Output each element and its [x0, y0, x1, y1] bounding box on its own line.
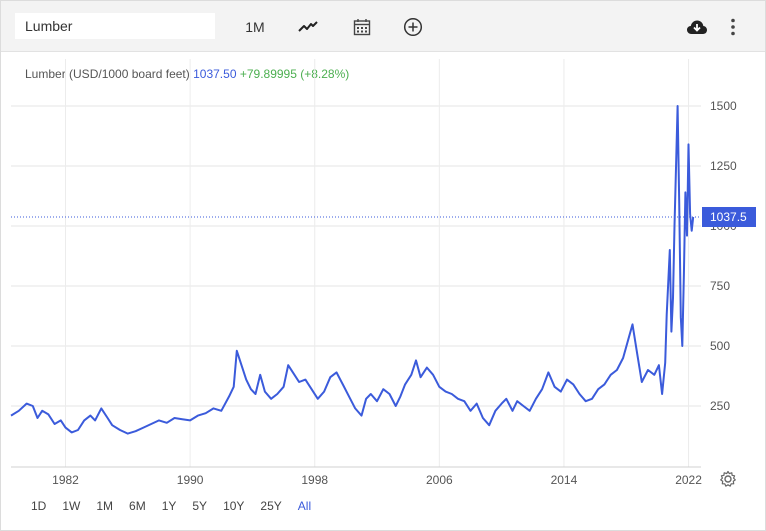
range-button-1w[interactable]: 1W: [62, 499, 81, 513]
interval-label: 1M: [245, 19, 265, 35]
series-name: Lumber (USD/1000 board feet): [25, 67, 190, 81]
chart-legend: Lumber (USD/1000 board feet) 1037.50 +79…: [25, 67, 349, 81]
chart-settings-button[interactable]: [719, 470, 737, 488]
series-change: +79.89995 (+8.28%): [239, 67, 350, 81]
x-tick-label: 1982: [52, 473, 79, 487]
gear-icon: [719, 470, 737, 492]
series-line-lumber: [10, 105, 695, 435]
y-tick-label: 1250: [710, 159, 737, 173]
y-tick-label: 500: [710, 339, 730, 353]
current-price-tag: 1037.5: [710, 210, 747, 224]
line-style-icon: [298, 20, 318, 34]
range-button-25y[interactable]: 25Y: [260, 499, 282, 513]
x-tick-label: 2022: [675, 473, 702, 487]
interval-button[interactable]: 1M: [237, 13, 273, 41]
date-range-button[interactable]: [348, 13, 376, 41]
range-button-1d[interactable]: 1D: [31, 499, 47, 513]
range-button-5y[interactable]: 5Y: [192, 499, 208, 513]
range-button-1y[interactable]: 1Y: [161, 499, 177, 513]
x-tick-label: 1998: [301, 473, 328, 487]
x-tick-label: 2014: [551, 473, 578, 487]
more-vert-icon: [731, 18, 735, 36]
x-tick-label: 1990: [177, 473, 204, 487]
download-cloud-icon: [686, 19, 708, 35]
y-tick-label: 750: [710, 279, 730, 293]
range-selector: 1D 1W 1M 6M 1Y 5Y 10Y 25Y All: [23, 497, 319, 515]
download-button[interactable]: [683, 13, 711, 41]
symbol-search-input[interactable]: [15, 13, 215, 39]
range-button-6m[interactable]: 6M: [129, 499, 146, 513]
add-compare-button[interactable]: [399, 13, 427, 41]
current-price-tag-bg: [702, 207, 756, 227]
y-tick-label: 1500: [710, 99, 737, 113]
calendar-icon: [353, 18, 371, 36]
range-button-all[interactable]: All: [297, 499, 312, 513]
y-tick-label: 250: [710, 399, 730, 413]
line-style-button[interactable]: [294, 13, 322, 41]
range-button-10y[interactable]: 10Y: [223, 499, 245, 513]
x-tick-label: 2006: [426, 473, 453, 487]
range-button-1m[interactable]: 1M: [96, 499, 114, 513]
add-compare-icon: [403, 17, 423, 37]
series-price: 1037.50: [193, 67, 237, 81]
more-options-button[interactable]: [723, 13, 743, 41]
toolbar: 1M: [1, 1, 765, 52]
